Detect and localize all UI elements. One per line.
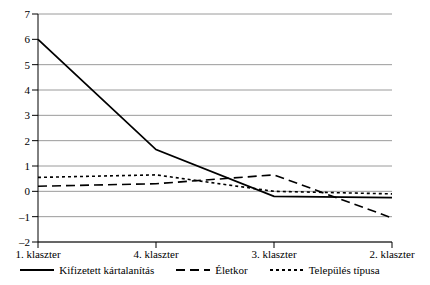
html-text:Település típusa: Település típusa [308,264,380,276]
svg-text:2: 2 [25,135,31,147]
svg-text:3: 3 [25,109,31,121]
svg-text:4. klaszter: 4. klaszter [133,248,179,260]
svg-text:4: 4 [25,84,31,96]
svg-text:1. klaszter: 1. klaszter [15,248,61,260]
html-text:Kifizetett kártalanítás: Kifizetett kártalanítás [59,264,155,276]
svg-text:2. klaszter: 2. klaszter [369,248,415,260]
svg-text:0: 0 [25,185,31,197]
html-text:Életkor: Életkor [215,264,248,276]
svg-text:–2: –2 [18,236,30,248]
svg-text:5: 5 [25,59,31,71]
svg-text:–1: –1 [18,211,30,223]
svg-text:3. klaszter: 3. klaszter [251,248,297,260]
svg-text:1: 1 [25,160,31,172]
svg-text:7: 7 [25,8,31,20]
svg-text:6: 6 [25,33,31,45]
